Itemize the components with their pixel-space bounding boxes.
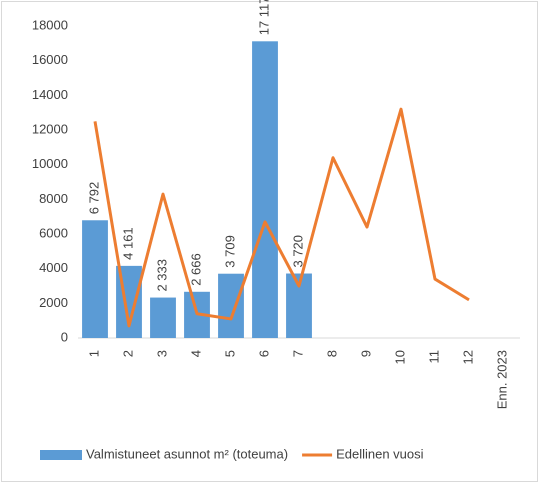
data-label: 2 333 (154, 259, 169, 292)
bar (82, 220, 108, 338)
y-tick-label: 4000 (39, 260, 68, 275)
bar (252, 41, 278, 339)
y-tick-label: 18000 (32, 17, 68, 32)
x-tick-label: 5 (222, 350, 237, 357)
y-tick-label: 2000 (39, 295, 68, 310)
x-tick-label: 6 (256, 350, 271, 357)
x-tick-label: 3 (154, 350, 169, 357)
x-tick-label: 4 (188, 350, 203, 357)
data-label: 2 666 (188, 253, 203, 286)
data-label: 3 720 (290, 235, 305, 268)
legend-swatch (40, 450, 82, 460)
line (93, 107, 470, 328)
x-tick-label: 2 (120, 350, 135, 357)
y-tick-label: 6000 (39, 225, 68, 240)
y-tick-label: 8000 (39, 191, 68, 206)
x-tick-label: 1 (86, 350, 101, 357)
legend-label: Valmistuneet asunnot m² (toteuma) (86, 446, 288, 461)
y-tick-label: 12000 (32, 121, 68, 136)
data-label: 17 117 (256, 0, 271, 35)
y-tick-label: 0 (61, 329, 68, 344)
x-tick-label: 12 (460, 350, 475, 364)
data-label: 6 792 (86, 182, 101, 215)
x-tick-label: 9 (358, 350, 373, 357)
data-label: 4 161 (120, 227, 135, 260)
y-tick-label: 14000 (32, 87, 68, 102)
x-tick-label: Enn. 2023 (494, 350, 509, 409)
data-label: 3 709 (222, 235, 237, 268)
bar (150, 297, 176, 338)
bar (218, 273, 244, 338)
x-tick-label: 7 (290, 350, 305, 357)
y-tick-label: 16000 (32, 52, 68, 67)
x-tick-label: 10 (392, 350, 407, 364)
x-tick-label: 8 (324, 350, 339, 357)
y-tick-label: 10000 (32, 156, 68, 171)
legend-label: Edellinen vuosi (336, 446, 424, 461)
x-tick-label: 11 (426, 350, 441, 364)
